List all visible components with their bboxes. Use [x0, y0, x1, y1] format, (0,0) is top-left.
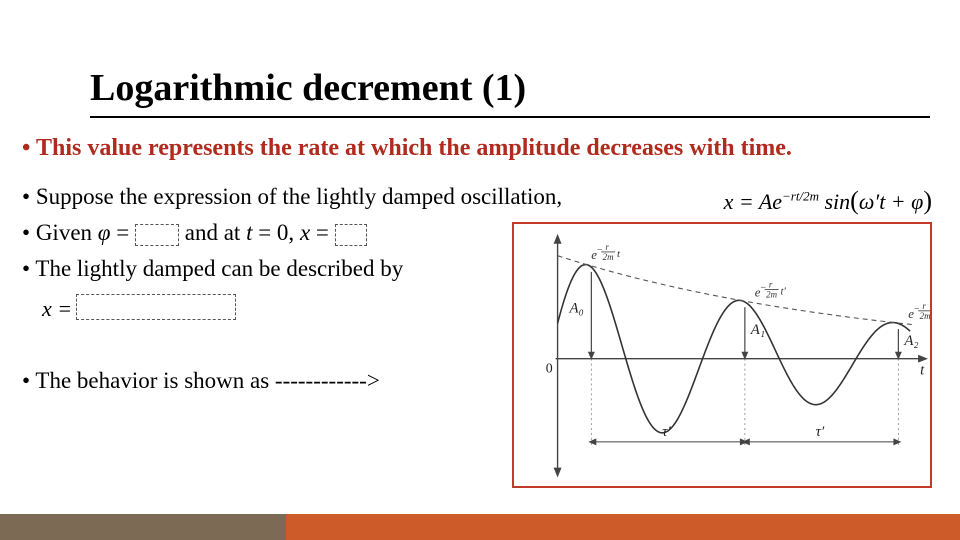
f-text: x = Ae — [724, 189, 782, 214]
phi: φ — [98, 220, 111, 245]
title-block: Logarithmic decrement (1) — [90, 66, 526, 110]
svg-text:0: 0 — [546, 361, 553, 376]
z: = 0, — [252, 220, 299, 245]
svg-text:2m: 2m — [920, 311, 930, 321]
eq2: = — [310, 220, 334, 245]
bottom-bar-right — [286, 514, 960, 540]
svg-text:e−: e− — [908, 304, 920, 321]
x: x — [300, 220, 310, 245]
svg-text:t′: t′ — [781, 285, 787, 297]
bullet-1: This value represents the rate at which … — [22, 135, 938, 162]
f-sin: sin — [819, 189, 850, 214]
damped-oscillation-chart: A₀A₁A₂τ′τ′0te−r2m te−r2m t′e−r2m (2τ′) — [512, 222, 932, 488]
chart-svg: A₀A₁A₂τ′τ′0te−r2m te−r2m t′e−r2m (2τ′) — [514, 224, 930, 487]
svg-text:t: t — [920, 363, 925, 379]
eq: = — [111, 220, 135, 245]
f-exp: −rt/2m — [782, 189, 819, 204]
mid: and at — [179, 220, 246, 245]
svg-text:τ′: τ′ — [662, 424, 671, 440]
slide: Logarithmic decrement (1) This value rep… — [0, 0, 960, 540]
text: Given — [36, 220, 98, 245]
svg-text:r: r — [605, 242, 609, 252]
svg-text:t: t — [617, 248, 621, 260]
svg-text:A₀: A₀ — [569, 300, 584, 316]
xeq-label: x = — [42, 296, 72, 322]
title-underline — [90, 116, 930, 118]
svg-text:e−: e− — [591, 245, 603, 262]
blank-x — [335, 224, 367, 246]
slide-title: Logarithmic decrement (1) — [90, 66, 526, 110]
svg-text:A₁: A₁ — [750, 322, 765, 338]
f-arg: ω′t + φ — [859, 189, 923, 214]
svg-text:2m: 2m — [766, 289, 777, 299]
svg-text:r: r — [922, 301, 926, 311]
blank-phi — [135, 224, 179, 246]
svg-text:2m: 2m — [603, 252, 614, 262]
bottom-bar — [0, 514, 960, 540]
svg-text:A₂: A₂ — [903, 333, 918, 349]
svg-text:τ′: τ′ — [816, 424, 825, 440]
blank-equation — [76, 294, 236, 320]
svg-text:r: r — [769, 279, 773, 289]
svg-text:e−: e− — [755, 282, 767, 299]
damped-formula: x = Ae−rt/2m sin(ω′t + φ) — [724, 186, 932, 216]
bottom-bar-left — [0, 514, 286, 540]
